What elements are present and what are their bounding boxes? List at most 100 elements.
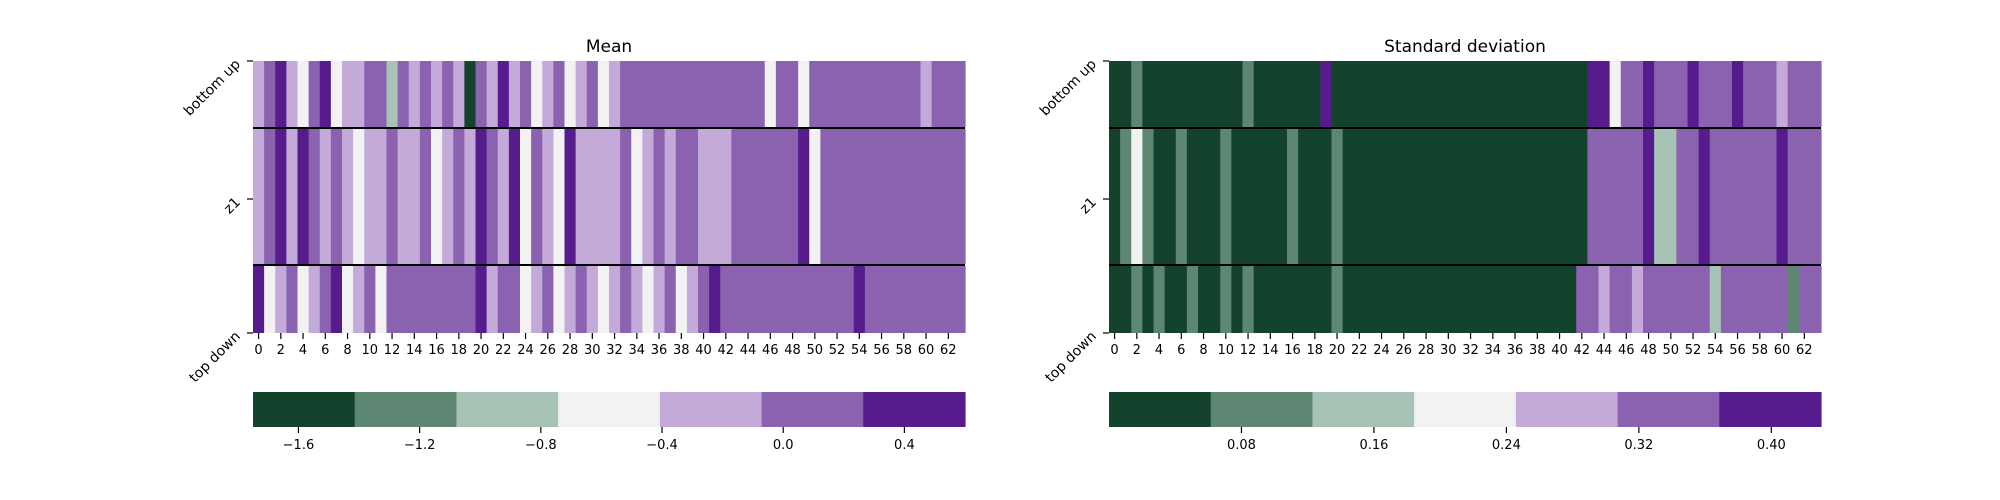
std-cell-top-down-28: [1420, 266, 1433, 333]
mean-cell-bottom-up-50: [809, 61, 821, 127]
mean-cell-z1-31: [597, 129, 610, 264]
mean-cell-bottom-up-6: [319, 61, 332, 127]
mean-colorbar-segment-6: [863, 392, 966, 427]
std-cell-bottom-up-31: [1453, 61, 1466, 127]
std-cell-z1-13: [1253, 129, 1266, 264]
std-x-tick-label-44: 44: [1596, 343, 1613, 358]
mean-cell-z1-4: [297, 129, 310, 264]
mean-cell-bottom-up-19: [464, 61, 477, 127]
mean-cell-bottom-up-60: [920, 61, 933, 127]
std-cell-bottom-up-43: [1587, 61, 1600, 127]
std-x-tick-label-54: 54: [1707, 343, 1724, 358]
mean-cell-z1-6: [319, 129, 332, 264]
mean-cell-bottom-up-32: [609, 61, 621, 127]
std-cell-bottom-up-62: [1798, 61, 1811, 127]
mean-x-tick-label-58: 58: [896, 343, 913, 358]
mean-cell-bottom-up-21: [486, 61, 499, 127]
std-cell-z1-57: [1743, 129, 1755, 264]
mean-cell-top-down-12: [386, 266, 399, 333]
mean-x-tick-label-48: 48: [784, 343, 801, 358]
std-cell-bottom-up-12: [1242, 61, 1255, 127]
std-cell-top-down-63: [1809, 266, 1822, 333]
std-cell-z1-36: [1509, 129, 1522, 264]
mean-cell-bottom-up-20: [475, 61, 488, 127]
std-cell-top-down-50: [1665, 266, 1677, 333]
std-cell-top-down-59: [1765, 266, 1778, 333]
std-cell-z1-41: [1565, 129, 1577, 264]
mean-x-tick-label-60: 60: [918, 343, 935, 358]
mean-cell-z1-7: [330, 129, 343, 264]
std-cell-bottom-up-27: [1409, 61, 1422, 127]
std-cell-top-down-10: [1220, 266, 1232, 333]
std-cell-z1-31: [1453, 129, 1466, 264]
mean-cell-bottom-up-44: [742, 61, 755, 127]
mean-cell-z1-21: [486, 129, 499, 264]
mean-cell-top-down-1: [264, 266, 276, 333]
std-cell-z1-58: [1754, 129, 1766, 264]
std-cell-z1-30: [1442, 129, 1455, 264]
std-cell-top-down-43: [1587, 266, 1600, 333]
mean-cell-bottom-up-63: [953, 61, 966, 127]
mean-cell-bottom-up-29: [575, 61, 588, 127]
std-cell-bottom-up-46: [1620, 61, 1633, 127]
std-cell-bottom-up-4: [1153, 61, 1166, 127]
mean-heatmap-row-labels: bottom up z1 top down: [181, 56, 253, 386]
std-x-tick-label-4: 4: [1155, 343, 1163, 358]
std-cell-z1-5: [1164, 129, 1177, 264]
mean-cell-z1-1: [264, 129, 276, 264]
mean-cell-z1-39: [686, 129, 699, 264]
mean-row-label-top-down: top down: [186, 329, 243, 386]
std-cell-z1-55: [1720, 129, 1733, 264]
std-x-tick-label-14: 14: [1262, 343, 1279, 358]
mean-cell-z1-27: [553, 129, 566, 264]
std-x-tick-label-46: 46: [1618, 343, 1635, 358]
mean-cell-bottom-up-28: [564, 61, 577, 127]
std-cell-top-down-31: [1453, 266, 1466, 333]
mean-cell-top-down-34: [631, 266, 643, 333]
mean-cell-top-down-43: [731, 266, 744, 333]
mean-cell-z1-61: [931, 129, 944, 264]
mean-row-label-bottom-up: bottom up: [181, 56, 244, 119]
std-cell-bottom-up-37: [1520, 61, 1533, 127]
std-cell-top-down-12: [1242, 266, 1255, 333]
std-cell-top-down-55: [1720, 266, 1733, 333]
mean-cell-top-down-35: [642, 266, 655, 333]
mean-cell-bottom-up-17: [442, 61, 454, 127]
mean-cell-top-down-63: [953, 266, 966, 333]
std-x-tick-label-10: 10: [1218, 343, 1235, 358]
mean-cell-top-down-60: [920, 266, 933, 333]
std-x-tick-label-12: 12: [1240, 343, 1257, 358]
std-x-tick-label-28: 28: [1418, 343, 1435, 358]
mean-x-tick-label-30: 30: [584, 343, 601, 358]
mean-cell-top-down-36: [653, 266, 666, 333]
std-cell-z1-40: [1554, 129, 1566, 264]
mean-cell-bottom-up-9: [353, 61, 365, 127]
mean-cell-bottom-up-59: [909, 61, 922, 127]
std-cell-z1-14: [1264, 129, 1277, 264]
std-cell-z1-59: [1765, 129, 1778, 264]
mean-cell-bottom-up-52: [831, 61, 844, 127]
std-cell-z1-28: [1420, 129, 1433, 264]
mean-heatmap-row-separators: [253, 127, 965, 266]
std-cell-bottom-up-10: [1220, 61, 1232, 127]
std-cell-z1-51: [1676, 129, 1689, 264]
std-cell-top-down-4: [1153, 266, 1166, 333]
std-colorbar-segment-4: [1515, 392, 1619, 427]
std-cell-bottom-up-59: [1765, 61, 1778, 127]
std-cell-bottom-up-30: [1442, 61, 1455, 127]
std-cell-top-down-0: [1109, 266, 1121, 333]
std-x-tick-label-32: 32: [1462, 343, 1479, 358]
std-cell-bottom-up-13: [1253, 61, 1266, 127]
std-x-tick-label-0: 0: [1110, 343, 1118, 358]
mean-colorbar-segment-4: [659, 392, 763, 427]
std-cell-top-down-45: [1609, 266, 1622, 333]
std-cell-bottom-up-19: [1320, 61, 1333, 127]
mean-cell-bottom-up-30: [586, 61, 599, 127]
std-cell-top-down-7: [1186, 266, 1199, 333]
mean-x-tick-label-12: 12: [384, 343, 401, 358]
mean-cell-bottom-up-23: [508, 61, 521, 127]
mean-cell-bottom-up-33: [620, 61, 632, 127]
mean-cell-bottom-up-45: [753, 61, 766, 127]
mean-cell-z1-45: [753, 129, 766, 264]
mean-cell-top-down-45: [753, 266, 766, 333]
